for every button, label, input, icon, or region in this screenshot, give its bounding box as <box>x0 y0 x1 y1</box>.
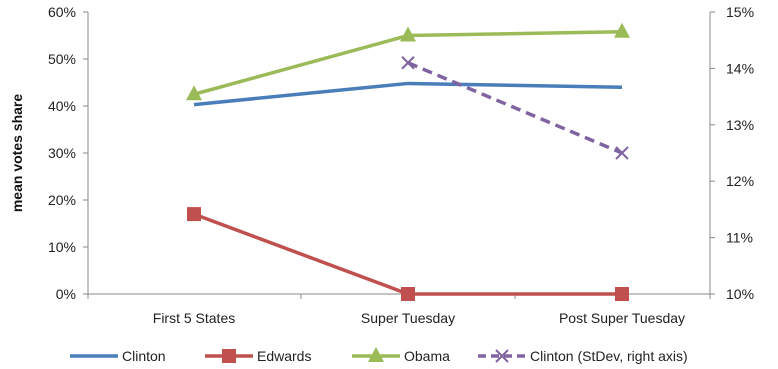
series-line-0 <box>193 81 623 107</box>
data-point-2 <box>614 22 630 38</box>
y-tick-label: 10% <box>48 239 76 255</box>
y-tick-label: 30% <box>48 145 76 161</box>
legend-marker-3 <box>495 349 509 363</box>
legend-label-1: Edwards <box>257 348 311 364</box>
data-point-1 <box>187 207 201 222</box>
series-line-3 <box>407 61 623 155</box>
y2-tick-label: 12% <box>726 173 754 189</box>
y2-tick-label: 15% <box>726 4 754 20</box>
x-tick-label: First 5 States <box>153 310 235 326</box>
y2-tick-label: 13% <box>726 117 754 133</box>
legend-label-0: Clinton <box>122 348 166 364</box>
series-line-1 <box>193 212 622 296</box>
x-tick-label: Post Super Tuesday <box>559 310 685 326</box>
data-point-1 <box>401 287 415 301</box>
legend-label-3: Clinton (StDev, right axis) <box>530 348 688 364</box>
y-axis-label: mean votes share <box>9 94 25 212</box>
y2-tick-label: 11% <box>726 230 753 246</box>
y-tick-label: 50% <box>48 51 76 67</box>
data-point-3 <box>401 56 415 70</box>
legend-marker-2 <box>368 347 384 362</box>
y-tick-label: 20% <box>48 192 76 208</box>
data-point-2 <box>186 85 202 101</box>
y-tick-label: 40% <box>48 98 76 114</box>
data-point-3 <box>615 146 629 160</box>
y2-tick-label: 14% <box>726 60 754 76</box>
y2-tick-label: 10% <box>726 286 754 302</box>
data-point-1 <box>615 287 629 301</box>
y-tick-label: 60% <box>48 4 76 20</box>
legend-marker-1 <box>222 349 236 363</box>
x-tick-label: Super Tuesday <box>361 310 455 326</box>
data-point-2 <box>400 26 416 42</box>
legend-label-2: Obama <box>404 348 450 364</box>
y-tick-label: 0% <box>56 286 76 302</box>
